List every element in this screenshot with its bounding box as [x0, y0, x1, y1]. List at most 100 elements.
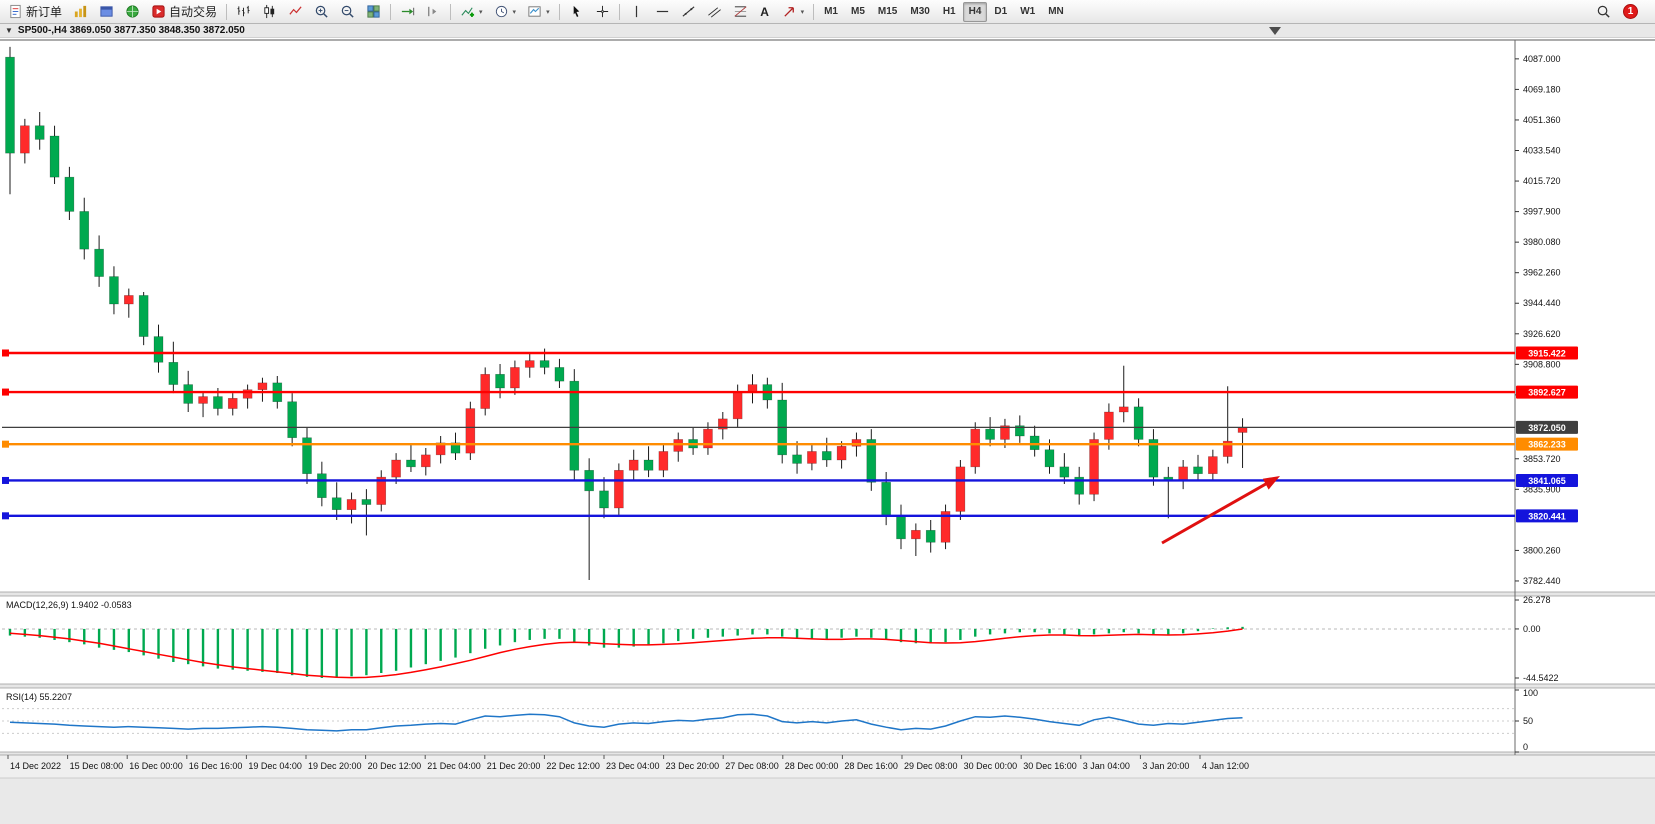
price-badge-label: 3820.441	[1528, 511, 1566, 521]
candle-up	[242, 389, 253, 399]
fibonacci-tool-button[interactable]	[728, 2, 753, 22]
trendline-icon	[682, 6, 695, 17]
timeframe-d1-button[interactable]: D1	[994, 6, 1008, 17]
chart-window[interactable]: 4087.000 4069.180 4051.360 4033.540 4015.720…	[0, 38, 1655, 824]
panel-backgrounds	[0, 38, 1655, 824]
text-tool-label: A	[760, 4, 769, 19]
timeframe-group: M1 M5 M15 M30 H1 H4 D1 W1 MN	[818, 1, 1070, 22]
horizontal-lines[interactable]	[2, 349, 1515, 520]
candle-up	[346, 499, 357, 511]
new-order-button[interactable]: 新订单	[3, 2, 67, 22]
price-tick-label: 3908.800	[1523, 359, 1561, 369]
candle-up	[614, 469, 624, 509]
timeframe-h1-button[interactable]: H1	[942, 6, 956, 17]
candle-down	[361, 499, 372, 505]
panel-separator	[0, 752, 1655, 755]
chart-shift-marker-icon[interactable]	[1269, 27, 1281, 35]
candle-up	[673, 439, 684, 452]
rsi-axis-label: 50	[1523, 716, 1533, 726]
candle-down	[1029, 435, 1040, 451]
charts-button[interactable]	[68, 2, 93, 22]
timeframe-h4-button[interactable]: H4	[962, 1, 988, 22]
candle-down	[792, 454, 802, 464]
periods-button[interactable]: ▾	[489, 2, 522, 22]
candle-up	[376, 476, 387, 505]
candle-down	[821, 451, 832, 461]
autotrading-button[interactable]: 自动交易	[146, 2, 222, 22]
templates-button[interactable]: ▾	[522, 2, 555, 22]
profiles-button[interactable]	[94, 2, 119, 22]
price-tick-label: 3835.900	[1523, 484, 1561, 494]
tile-windows-icon	[367, 5, 380, 18]
candle-up	[628, 459, 639, 471]
time-tick-label: 20 Dec 12:00	[368, 761, 422, 771]
price-tick-label: 4051.360	[1523, 115, 1561, 125]
tile-windows-button[interactable]	[361, 2, 386, 22]
autotrading-icon	[152, 5, 165, 18]
candle-down	[183, 384, 193, 404]
indicators-icon	[461, 7, 475, 17]
candle-down	[49, 135, 60, 178]
charts-icon	[74, 5, 87, 18]
price-badge	[1516, 437, 1578, 451]
vertical-line-tool-button[interactable]	[624, 2, 649, 22]
timeframe-mn-button[interactable]: MN	[1048, 6, 1064, 17]
indicators-button[interactable]: ▾	[455, 2, 488, 22]
candle-down	[925, 529, 936, 543]
candlestick-chart-icon	[264, 4, 275, 19]
price-tick-label: 3853.720	[1523, 454, 1561, 464]
timeframe-m15-button[interactable]: M15	[877, 6, 898, 17]
cursor-button[interactable]	[564, 2, 589, 22]
candle-down	[213, 396, 223, 409]
timeframe-m30-button[interactable]: M30	[910, 6, 930, 17]
search-button[interactable]	[1591, 2, 1616, 22]
candle-down	[1148, 439, 1159, 478]
timeframe-m5-button[interactable]: M5	[851, 6, 865, 17]
annotation-arrow[interactable]	[1161, 476, 1280, 545]
templates-dropdown-caret: ▾	[546, 8, 550, 16]
candle-down	[331, 497, 342, 511]
crosshair-button[interactable]	[590, 2, 615, 22]
horizontal-line-tool-button[interactable]	[650, 2, 675, 22]
time-axis[interactable]: 14 Dec 2022 15 Dec 08:00 16 Dec 00:00 16 De…	[7, 755, 1249, 771]
chart-shift-button[interactable]	[421, 2, 446, 22]
candle-up	[1208, 456, 1218, 475]
price-badge	[1516, 420, 1578, 434]
candle-down	[599, 490, 609, 509]
auto-scroll-button[interactable]	[395, 2, 420, 22]
candle-down	[896, 516, 906, 540]
candle-up	[851, 439, 862, 447]
auto-scroll-icon	[401, 7, 415, 16]
price-tick-label: 3980.080	[1523, 237, 1561, 247]
timeframe-w1-button[interactable]: W1	[1020, 6, 1036, 17]
text-tool-button[interactable]: A	[754, 2, 776, 22]
notification-badge[interactable]: 1	[1623, 4, 1638, 19]
time-tick-label: 3 Jan 04:00	[1083, 761, 1130, 771]
price-badge	[1516, 509, 1578, 523]
search-icon	[1597, 5, 1610, 18]
arrows-tool-button[interactable]: ▾	[777, 2, 810, 22]
toolbar-separator	[390, 3, 392, 20]
periods-dropdown-caret: ▾	[512, 8, 517, 16]
bar-chart-button[interactable]	[231, 2, 256, 22]
candle-up	[20, 125, 30, 154]
crosshair-icon	[596, 5, 608, 18]
zoom-in-button[interactable]	[309, 2, 334, 22]
candle-up	[1000, 425, 1010, 440]
zoom-out-button[interactable]	[335, 2, 360, 22]
candle-up	[465, 408, 476, 454]
channel-tool-button[interactable]	[702, 2, 727, 22]
navigator-button[interactable]	[120, 2, 145, 22]
toolbar-separator	[618, 3, 620, 20]
macd-axis-label: 0.00	[1523, 624, 1541, 634]
timeframe-m1-button[interactable]: M1	[824, 6, 838, 17]
price-tick-label: 3782.440	[1523, 576, 1561, 586]
line-chart-button[interactable]	[283, 2, 308, 22]
vertical-line-icon	[635, 5, 637, 18]
templates-icon	[528, 6, 541, 17]
candle-down	[539, 360, 550, 368]
candlestick-chart-button[interactable]	[257, 2, 282, 22]
candle-down	[554, 367, 565, 382]
trendline-tool-button[interactable]	[676, 2, 701, 22]
collapse-chart-icon[interactable]: ▼	[5, 26, 13, 35]
